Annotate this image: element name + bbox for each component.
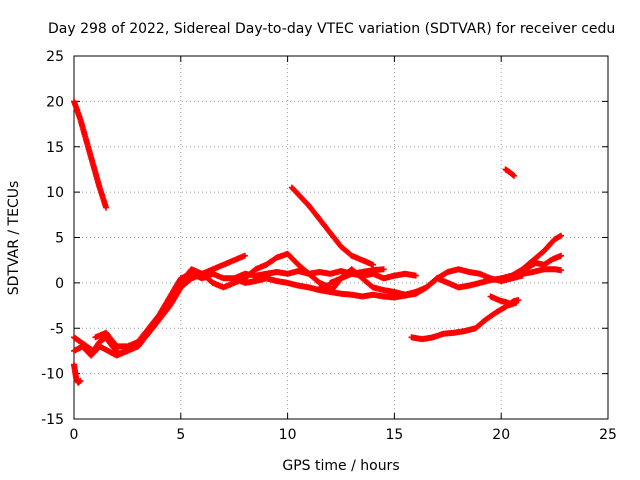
x-tick-label: 5 (176, 427, 185, 443)
series-arc-9 (316, 266, 526, 298)
series-arc-12 (487, 293, 522, 307)
y-axis-label: SDTVAR / TECUs (6, 181, 22, 296)
x-tick-label: 20 (492, 427, 510, 443)
data-point (511, 172, 517, 179)
data-point (77, 377, 84, 384)
data-point (558, 252, 564, 259)
y-tick-label: 10 (46, 185, 64, 201)
data-point (76, 378, 83, 385)
data-point (241, 252, 248, 259)
x-tick-label: 10 (279, 427, 297, 443)
data-point (380, 266, 387, 273)
series-arc-3 (71, 252, 248, 357)
x-tick-label: 15 (385, 427, 403, 443)
grid (74, 56, 608, 419)
x-tick-label: 0 (70, 427, 79, 443)
y-tick-label: -15 (41, 412, 64, 428)
data-point (370, 261, 376, 268)
x-tick-label: 25 (599, 427, 617, 443)
series-arc-1 (71, 98, 109, 211)
chart-title: Day 298 of 2022, Sidereal Day-to-day VTE… (48, 21, 615, 37)
series-arc-15 (515, 252, 564, 277)
data-points (71, 98, 564, 386)
data-point (515, 297, 522, 304)
data-point (412, 272, 419, 279)
y-tick-label: 15 (46, 140, 64, 156)
series-arc-10 (327, 266, 387, 286)
axis-ticks: 0 5 10 15 20 25 -15 -10 -5 0 5 10 15 20 25 (41, 49, 617, 443)
y-tick-label: 0 (55, 276, 64, 292)
data-point (103, 204, 109, 211)
data-point (558, 267, 564, 274)
series-arc-4 (71, 270, 216, 359)
series-arc-8 (288, 184, 376, 268)
y-tick-label: 5 (55, 231, 64, 247)
series-arc-13 (502, 166, 517, 179)
y-tick-label: 20 (46, 94, 64, 110)
series-arc-11 (408, 299, 520, 343)
y-tick-label: 25 (46, 49, 64, 65)
series-arc-2 (71, 361, 84, 386)
data-point (558, 232, 564, 239)
y-tick-label: -5 (50, 321, 64, 337)
y-tick-label: -10 (41, 367, 64, 383)
data-point (509, 171, 516, 178)
x-axis-label: GPS time / hours (282, 458, 399, 474)
